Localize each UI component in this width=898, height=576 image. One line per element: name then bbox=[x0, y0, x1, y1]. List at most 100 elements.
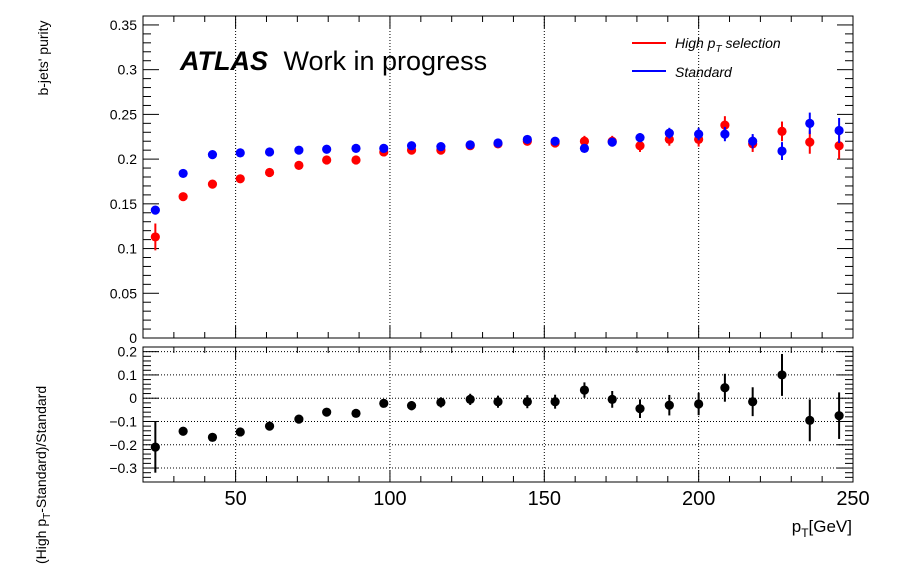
ratio-y-tick-label: 0.2 bbox=[118, 344, 138, 360]
data-point bbox=[294, 414, 304, 424]
data-point bbox=[720, 129, 730, 139]
purity-data-points bbox=[150, 112, 844, 251]
atlas-label-normal: Work in progress bbox=[284, 46, 488, 76]
data-point bbox=[694, 129, 704, 139]
data-point bbox=[550, 397, 560, 407]
data-point bbox=[294, 160, 304, 170]
data-point bbox=[351, 155, 361, 165]
data-point bbox=[694, 399, 704, 409]
ratio-y-tick-label: 0 bbox=[129, 390, 137, 406]
data-point bbox=[720, 120, 730, 130]
data-point bbox=[777, 370, 787, 380]
data-point bbox=[579, 385, 590, 395]
data-point bbox=[436, 141, 446, 152]
ratio-y-tick-label: −0.2 bbox=[109, 437, 137, 453]
data-point bbox=[178, 426, 188, 436]
data-point bbox=[834, 411, 844, 421]
purity-y-tick-label: 0.2 bbox=[118, 151, 138, 167]
data-point bbox=[351, 143, 361, 153]
data-point bbox=[748, 397, 758, 407]
data-point bbox=[664, 400, 674, 410]
x-tick-label: 50 bbox=[224, 488, 246, 510]
series-ratio bbox=[150, 353, 844, 473]
ratio-gridlines bbox=[143, 347, 853, 482]
data-point bbox=[150, 232, 160, 242]
data-point bbox=[579, 136, 590, 146]
data-point bbox=[264, 421, 275, 431]
purity-y-tick-label: 0.05 bbox=[110, 285, 137, 301]
data-point bbox=[150, 442, 160, 452]
x-axis-label: pT[GeV] bbox=[792, 517, 852, 540]
data-point bbox=[607, 137, 617, 147]
purity-y-tick-label: 0.3 bbox=[118, 62, 138, 78]
data-point bbox=[406, 141, 417, 151]
data-point bbox=[178, 168, 188, 179]
data-point bbox=[493, 397, 503, 407]
data-point bbox=[664, 128, 674, 138]
ratio-panel: −0.3 −0.2 −0.1 0 0.1 0.2 50 100 150 200 250 (High… bbox=[33, 344, 870, 564]
ratio-y-tick-labels: −0.3 −0.2 −0.1 0 0.1 0.2 bbox=[109, 344, 137, 476]
purity-y-tick-label: 0.1 bbox=[118, 241, 138, 257]
x-tick-labels: 50 100 150 200 250 bbox=[224, 488, 869, 510]
data-point bbox=[178, 192, 188, 202]
x-tick-label: 250 bbox=[836, 488, 869, 510]
data-point bbox=[322, 144, 332, 154]
data-point bbox=[322, 407, 332, 417]
data-point bbox=[465, 140, 475, 150]
data-point bbox=[465, 394, 475, 404]
data-point bbox=[294, 145, 304, 155]
series-standard bbox=[150, 112, 844, 215]
purity-y-tick-labels: 0 0.05 0.1 0.15 0.2 0.25 0.3 0.35 bbox=[110, 17, 137, 346]
data-point bbox=[550, 136, 560, 146]
data-point bbox=[235, 148, 245, 158]
ratio-data-points bbox=[150, 353, 844, 473]
purity-y-tick-label: 0 bbox=[129, 330, 137, 346]
data-point bbox=[264, 147, 275, 157]
data-point bbox=[607, 394, 617, 404]
data-point bbox=[805, 118, 815, 128]
data-point bbox=[579, 143, 590, 153]
data-point bbox=[522, 134, 532, 145]
data-point bbox=[834, 141, 844, 151]
data-point bbox=[351, 408, 361, 418]
legend: High pT selection Standard bbox=[632, 35, 781, 80]
series-high-pt bbox=[150, 116, 844, 251]
purity-y-tick-label: 0.15 bbox=[110, 196, 137, 212]
x-tick-label: 100 bbox=[373, 488, 406, 510]
data-point bbox=[322, 155, 332, 165]
purity-y-axis-label: b-jets' purity bbox=[35, 20, 51, 95]
data-point bbox=[150, 205, 160, 215]
purity-y-tick-label: 0.35 bbox=[110, 17, 137, 33]
data-point bbox=[493, 138, 503, 148]
legend-label-standard: Standard bbox=[675, 64, 733, 80]
data-point bbox=[777, 126, 787, 136]
x-tick-label: 200 bbox=[682, 488, 715, 510]
data-point bbox=[720, 383, 730, 393]
data-point bbox=[805, 137, 815, 147]
ratio-y-tick-label: −0.1 bbox=[109, 413, 137, 429]
purity-axis-ticks bbox=[142, 15, 854, 339]
data-point bbox=[207, 179, 218, 189]
data-point bbox=[522, 397, 532, 407]
legend-label-high-pt: High pT selection bbox=[675, 35, 781, 55]
ratio-axis-ticks bbox=[142, 346, 854, 482]
data-point bbox=[264, 167, 275, 178]
data-point bbox=[748, 136, 758, 146]
data-point bbox=[805, 415, 815, 425]
atlas-label: ATLAS Work in progress bbox=[179, 46, 487, 76]
data-point bbox=[436, 397, 446, 407]
purity-plot-frame bbox=[142, 15, 854, 339]
data-point bbox=[635, 133, 645, 143]
purity-y-tick-label: 0.25 bbox=[110, 106, 137, 122]
x-tick-label: 150 bbox=[528, 488, 561, 510]
data-point bbox=[635, 141, 645, 151]
data-point bbox=[379, 143, 389, 153]
purity-panel: 0 0.05 0.1 0.15 0.2 0.25 0.3 0.35 b-jets' purit… bbox=[35, 15, 854, 346]
data-point bbox=[207, 150, 218, 160]
ratio-plot-frame bbox=[142, 346, 854, 483]
ratio-y-tick-label: −0.3 bbox=[109, 460, 137, 476]
data-point bbox=[406, 401, 417, 411]
ratio-y-tick-label: 0.1 bbox=[118, 367, 138, 383]
data-point bbox=[777, 146, 787, 156]
